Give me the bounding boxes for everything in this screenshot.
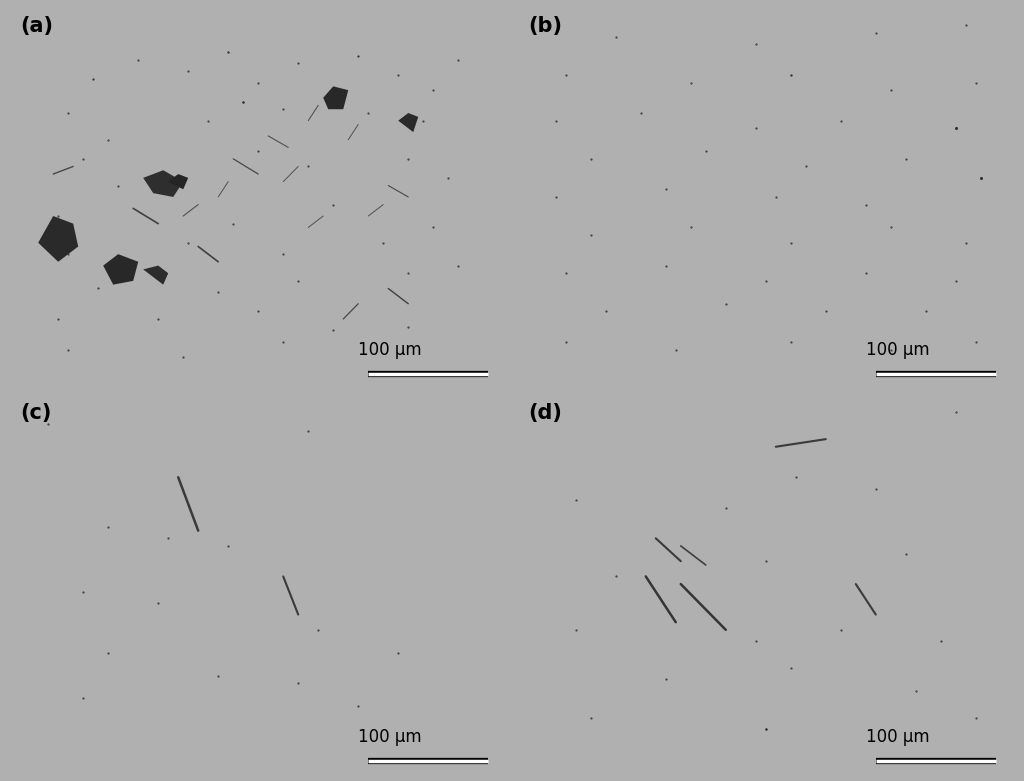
Polygon shape (103, 254, 138, 284)
Text: 100 μm: 100 μm (358, 341, 422, 359)
Text: 100 μm: 100 μm (358, 728, 422, 746)
Polygon shape (398, 113, 418, 132)
Polygon shape (38, 216, 78, 262)
Text: (d): (d) (528, 403, 562, 423)
Polygon shape (143, 170, 183, 197)
Polygon shape (168, 174, 188, 189)
Polygon shape (143, 266, 168, 284)
Text: (a): (a) (20, 16, 53, 36)
Text: (b): (b) (528, 16, 562, 36)
Text: (c): (c) (20, 403, 52, 423)
Polygon shape (324, 87, 348, 109)
Text: 100 μm: 100 μm (865, 728, 930, 746)
Text: 100 μm: 100 μm (865, 341, 930, 359)
